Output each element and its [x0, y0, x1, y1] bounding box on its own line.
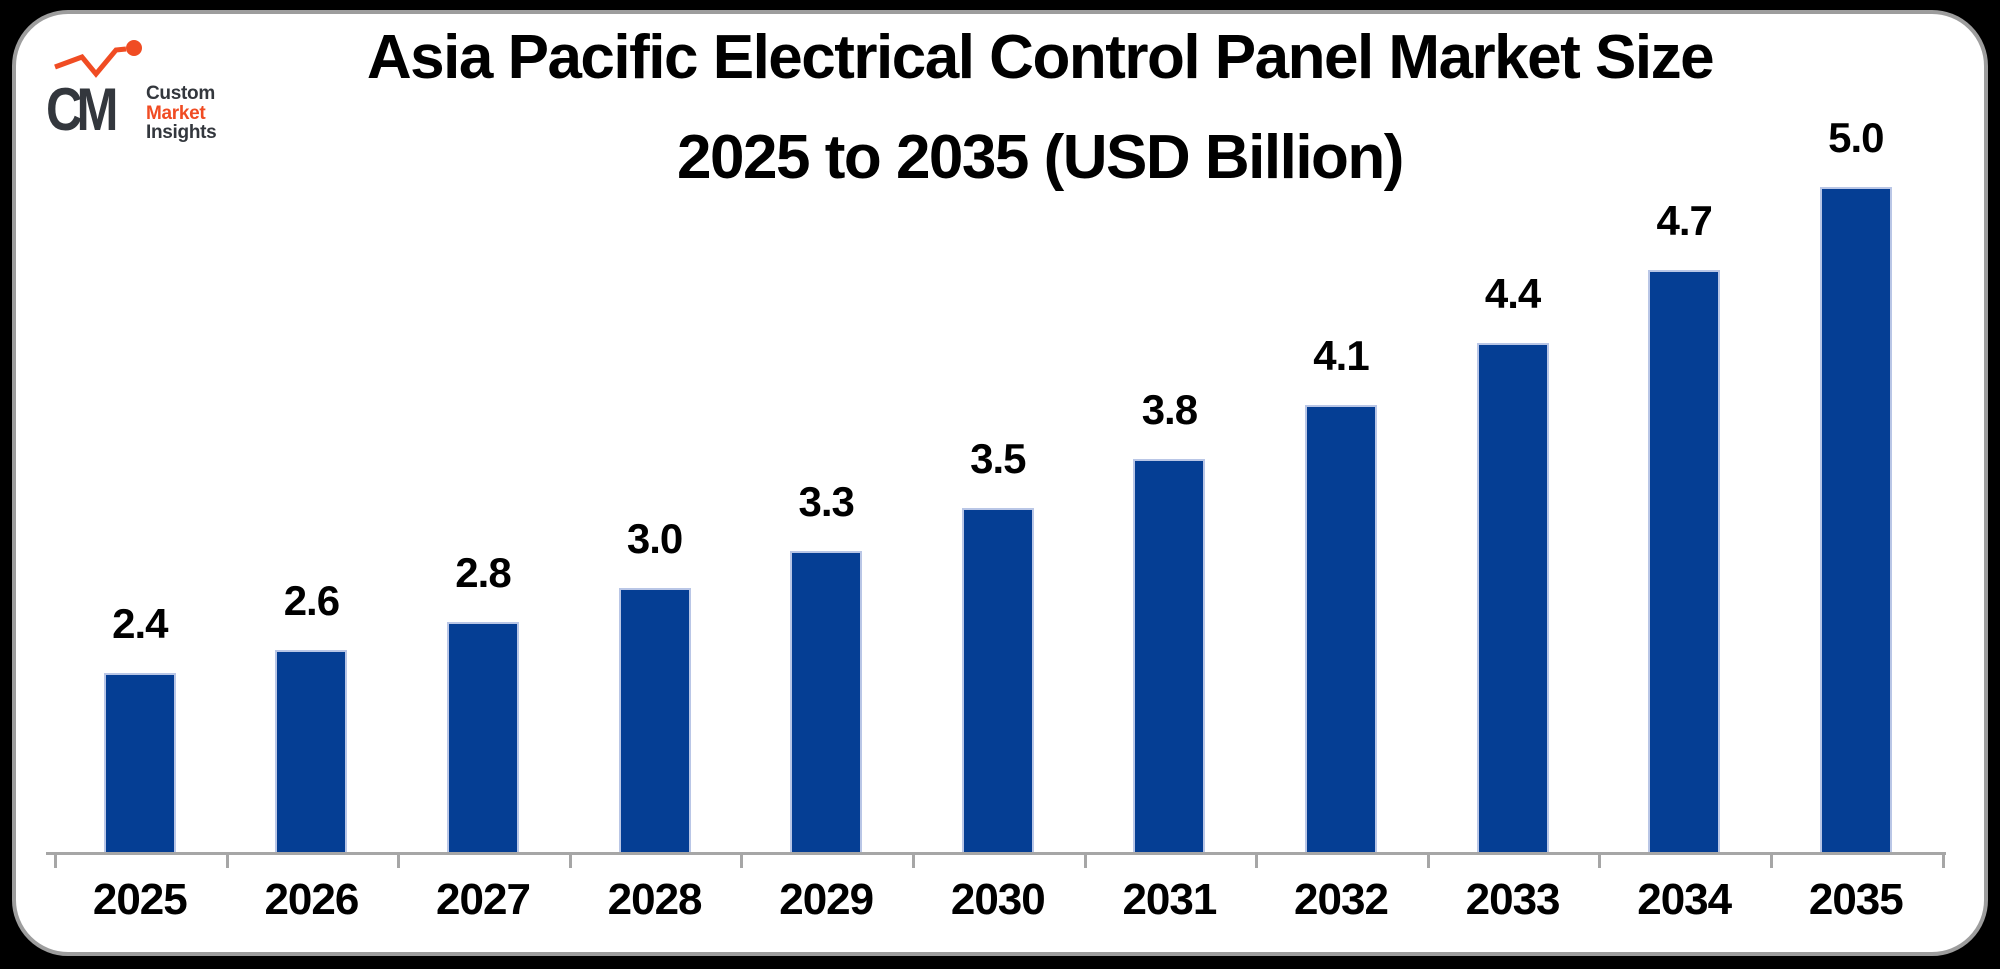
bar-value-label: 4.7 — [1656, 197, 1712, 244]
cmi-logo-icon: CM — [46, 40, 142, 143]
x-axis-line — [46, 852, 1946, 855]
logo-word-market: Market — [146, 102, 206, 124]
x-axis-tick — [568, 852, 572, 868]
x-axis-label: 2028 — [607, 875, 703, 924]
x-axis-tick — [912, 852, 915, 868]
x-axis-tick — [1770, 852, 1773, 868]
bar-value-label: 5.0 — [1828, 114, 1884, 161]
x-axis-tick — [1255, 852, 1259, 868]
x-axis-tick — [397, 852, 401, 868]
bar-2035 — [1819, 187, 1892, 852]
bar-value-label: 4.1 — [1313, 332, 1369, 379]
bar-value-label: 4.4 — [1484, 270, 1541, 317]
x-axis-label: 2033 — [1465, 875, 1561, 924]
x-axis-label: 2035 — [1808, 875, 1904, 924]
x-axis-label: 2027 — [436, 875, 531, 924]
cmi-monogram: CM — [46, 76, 116, 143]
bar-2027 — [447, 622, 519, 852]
x-axis-tick — [1598, 852, 1602, 868]
x-axis-tick — [1941, 852, 1945, 868]
chart-title-line2: 2025 to 2035 (USD Billion) — [677, 123, 1404, 192]
bar-value-label: 3.8 — [1141, 386, 1198, 433]
x-axis-label: 2029 — [779, 875, 874, 924]
logo-word-insights: Insights — [146, 122, 217, 143]
x-axis-tick — [1426, 852, 1430, 868]
x-axis-label: 2030 — [950, 875, 1046, 924]
bar-value-label: 3.5 — [970, 435, 1026, 482]
x-axis-label: 2025 — [92, 875, 188, 924]
bar-2029 — [790, 551, 863, 852]
logo-dot-icon — [126, 40, 142, 56]
bar-2028 — [618, 588, 691, 852]
x-axis-tick — [1083, 852, 1087, 868]
x-axis-tick — [54, 852, 57, 868]
x-axis-label: 2032 — [1294, 875, 1389, 924]
x-axis-label: 2026 — [264, 875, 359, 924]
bar-2033 — [1476, 343, 1549, 852]
x-axis-tick — [225, 852, 229, 868]
bar-2025 — [103, 673, 176, 852]
bar-2031 — [1133, 459, 1206, 852]
bar-value-label: 3.0 — [626, 515, 683, 562]
bar-value-label: 3.3 — [798, 478, 854, 525]
bar-value-label: 2.4 — [112, 600, 168, 647]
x-axis-tick — [740, 852, 744, 868]
x-axis-label: 2031 — [1122, 875, 1217, 924]
bar-value-label: 2.8 — [455, 549, 511, 596]
x-axis-label: 2034 — [1637, 875, 1732, 924]
logo-trendline-icon — [54, 46, 127, 78]
bar-value-label: 2.6 — [283, 577, 340, 624]
bar-2032 — [1305, 405, 1377, 852]
chart-title: Asia Pacific Electrical Control Panel Ma… — [140, 8, 1940, 208]
bar-2030 — [961, 508, 1034, 852]
cmi-logo-wordmark: Custom Market Insights — [146, 83, 217, 143]
bar-2034 — [1648, 270, 1721, 852]
chart-title-line1: Asia Pacific Electrical Control Panel Ma… — [366, 23, 1715, 92]
bar-2026 — [275, 650, 348, 852]
logo-word-custom: Custom — [146, 83, 215, 104]
